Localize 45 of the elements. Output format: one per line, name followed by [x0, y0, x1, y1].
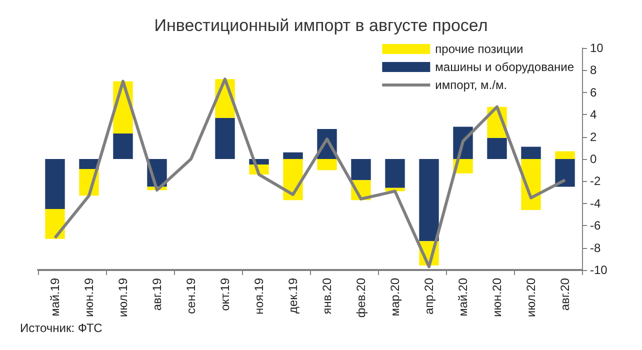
x-tick-label: авг.20 — [558, 278, 572, 311]
bar — [521, 146, 541, 159]
bar — [317, 159, 337, 170]
y-tick-label: -4 — [590, 196, 601, 210]
x-tick-label: май.19 — [48, 278, 62, 316]
x-tick-label: янв.20 — [320, 278, 334, 314]
x-tick-label: апр.20 — [422, 278, 436, 315]
y-tick-label: -6 — [590, 218, 601, 233]
bar — [215, 118, 235, 159]
x-tick-label: июл.20 — [524, 278, 538, 318]
y-tick-label: -10 — [590, 263, 608, 277]
y-tick-label: 8 — [590, 63, 597, 78]
y-tick-label: 6 — [590, 85, 597, 100]
y-tick-label: 4 — [590, 108, 597, 122]
x-tick-label: ноя.19 — [252, 278, 266, 314]
bar — [419, 159, 439, 242]
y-tick-label: 2 — [590, 130, 597, 144]
bar — [351, 159, 371, 180]
y-tick-label: 10 — [590, 41, 604, 55]
bar — [283, 152, 303, 159]
x-tick-label: июн.19 — [82, 278, 96, 318]
x-tick-label: июн.20 — [490, 278, 504, 318]
bar — [555, 159, 575, 187]
legend-label: машины и оборудование — [435, 60, 574, 74]
legend-label: прочие позиции — [435, 42, 524, 56]
bar — [45, 208, 65, 239]
bar — [385, 159, 405, 188]
y-tick-label: 0 — [590, 152, 597, 166]
legend-label: импорт, м./м. — [435, 78, 508, 92]
x-tick-label: фев.20 — [354, 278, 368, 318]
x-tick-label: дек.19 — [286, 278, 300, 314]
x-tick-label: авг.19 — [150, 278, 164, 311]
y-tick-label: -2 — [590, 174, 601, 188]
bar — [487, 138, 507, 159]
x-tick-label: июл.19 — [116, 278, 130, 318]
y-tick-label: -8 — [590, 240, 601, 255]
x-tick-label: мар.20 — [388, 278, 402, 316]
x-tick-label: май.20 — [456, 278, 470, 316]
bar — [45, 159, 65, 209]
x-tick-label: сен.19 — [184, 278, 198, 314]
bar — [113, 133, 133, 159]
chart-title: Инвестиционный импорт в августе просел — [154, 16, 488, 35]
bar — [555, 151, 575, 159]
text: Источник: ФТС — [20, 321, 103, 335]
x-tick-label: окт.19 — [218, 278, 232, 311]
